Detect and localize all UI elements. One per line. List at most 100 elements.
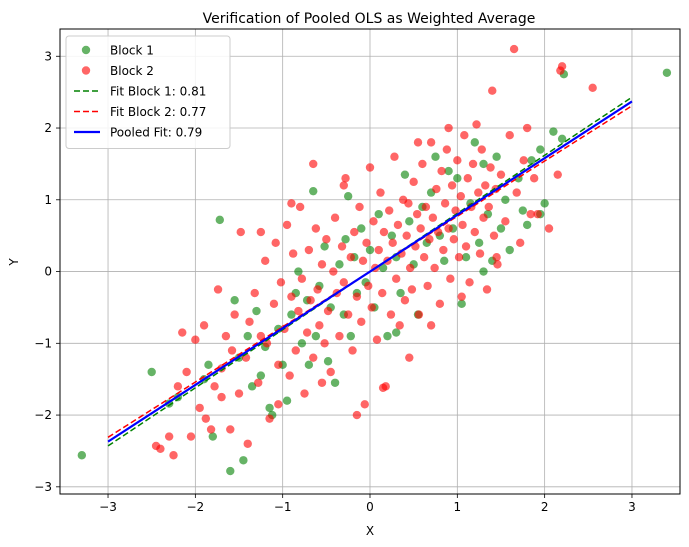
fit-line-3 [107,96,633,447]
scatter-point [221,331,231,341]
scatter-point [505,131,514,140]
scatter-point [357,224,366,233]
scatter-point [388,238,397,248]
scatter-point [369,217,378,226]
scatter-point [439,245,448,255]
scatter-point [536,145,545,154]
scatter-point [509,44,519,54]
scatter-point [322,235,331,244]
scatter-point [444,166,453,176]
scatter-point [311,331,321,341]
y-tick-label: −3 [34,480,52,494]
scatter-point [549,127,558,136]
scatter-point [326,367,335,377]
scatter-point [358,256,368,265]
scatter-point [261,256,270,265]
scatter-point [352,292,362,301]
scatter-point [505,245,514,255]
scatter-point [236,227,245,237]
scatter-point [274,360,283,370]
y-tick-label: −1 [34,336,52,350]
scatter-point [488,86,497,95]
scatter-point [432,184,441,194]
scatter-point [492,252,501,262]
scatter-point [256,331,266,341]
scatter-point [393,220,403,230]
scatter-point [662,68,672,77]
fit-lines [107,96,633,447]
legend: Block 1 Block 2 Fit Block 1: 0.81 Fit Block… [65,35,231,149]
scatter-point [519,156,528,165]
scatter-point [199,321,209,330]
scatter-point [230,310,239,319]
scatter-point [374,245,383,255]
scatter-point [453,174,462,183]
legend-label: Block 2 [110,64,154,78]
scatter-point [460,131,469,140]
scatter-point [254,378,263,387]
scatter-point [496,224,506,233]
x-tick-label: −1 [274,500,292,514]
scatter-point [317,378,327,387]
scatter-point [540,199,549,208]
scatter-point [360,400,369,409]
scatter-point [379,227,389,237]
y-axis-ticks: −3 −2 −1 0 1 2 3 [34,49,60,494]
scatter-point [287,310,296,319]
scatter-point [357,317,366,326]
scatter-point [348,346,357,355]
chart-title: Verification of Pooled OLS as Weighted A… [203,11,536,27]
scatter-point [461,252,471,262]
scatter-point [444,224,453,233]
scatter-point [295,202,305,212]
scatter-point [320,242,329,251]
scatter-point [457,292,466,301]
scatter-point [285,371,294,380]
scatter-point [409,177,418,187]
scatter-point [419,252,429,262]
scatter-point [330,213,340,222]
scatter-point [367,303,376,312]
scatter-point [320,339,329,348]
scatter-point [243,331,252,341]
scatter-point [474,238,484,248]
scatter-point [376,188,385,197]
scatter-point [416,224,425,233]
scatter-point [362,238,371,248]
scatter-point [335,260,344,269]
scatter-point [164,432,174,441]
scatter-point [479,213,488,222]
scatter-point [451,206,460,215]
scatter-point [533,209,542,219]
scatter-point [437,166,446,176]
scatter-point [385,206,394,215]
scatter-point [430,263,439,273]
scatter-point [444,123,453,133]
scatter-point [213,285,223,294]
scatter-point [210,382,219,391]
scatter-point [463,174,473,183]
scatter-point [440,199,450,208]
scatter-point [425,235,434,244]
scatter-point [201,414,211,423]
scatter-point [465,278,474,287]
scatter-point [387,231,397,240]
scatter-point [456,191,466,201]
y-tick-label: 2 [44,121,52,135]
scatter-point [291,346,300,355]
scatter-point [276,278,286,287]
scatter-point [156,444,165,453]
x-tick-label: 1 [454,500,462,514]
scatter-point [400,170,410,179]
scatter-point [182,367,191,377]
scatter-point [470,227,479,237]
scatter-point [446,274,455,283]
scatter-point [529,174,539,183]
x-tick-label: 3 [628,500,636,514]
scatter-point [479,159,488,169]
scatter-point [265,403,274,413]
x-axis-label: X [366,524,374,538]
scatter-point [247,382,257,391]
scatter-point [557,62,567,71]
